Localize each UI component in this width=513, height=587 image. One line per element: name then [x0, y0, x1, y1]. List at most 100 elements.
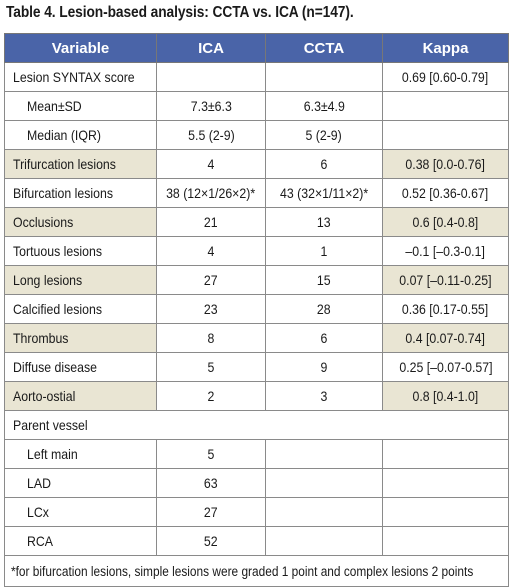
kappa-cell	[382, 468, 509, 498]
table-row: Trifurcation lesions 4 6 0.38 [0.0-0.76]	[4, 149, 509, 179]
ccta-cell	[265, 468, 383, 498]
variable-cell-text: Parent vessel	[13, 417, 88, 433]
variable-cell: Mean±SD	[4, 91, 157, 121]
ccta-cell: 1	[265, 236, 383, 266]
ica-cell: 7.3±6.3	[156, 91, 266, 121]
variable-cell-text: Median (IQR)	[27, 127, 101, 143]
kappa-cell-text: 0.4 [0.07-0.74]	[405, 330, 486, 346]
table-row: Tortuous lesions 4 1 –0.1 [–0.3-0.1]	[4, 236, 509, 266]
kappa-cell-text: 0.6 [0.4-0.8]	[412, 214, 479, 230]
variable-cell: Occlusions	[4, 207, 157, 237]
ccta-cell-text: 13	[317, 214, 331, 230]
ica-cell-text: 4	[207, 156, 215, 172]
ica-cell-text: 7.3±6.3	[190, 98, 232, 114]
table-row: RCA 52	[4, 526, 509, 556]
table-row: Left main 5	[4, 439, 509, 469]
variable-cell-text: Lesion SYNTAX score	[13, 69, 135, 85]
variable-cell: Long lesions	[4, 265, 157, 295]
ccta-cell: 3	[265, 381, 383, 411]
ccta-cell-text: 6.3±4.9	[303, 98, 345, 114]
variable-cell: Tortuous lesions	[4, 236, 157, 266]
ccta-cell-text: 6	[320, 156, 328, 172]
ica-cell-text: 27	[204, 504, 218, 520]
ccta-cell: 6	[265, 149, 383, 179]
ccta-cell-text: 28	[317, 301, 331, 317]
variable-cell: Calcified lesions	[4, 294, 157, 324]
variable-cell-text: Mean±SD	[27, 98, 82, 114]
variable-cell: Parent vessel	[4, 410, 509, 440]
table-row: Parent vessel	[4, 410, 509, 440]
ica-cell: 4	[156, 236, 266, 266]
ica-cell: 5	[156, 439, 266, 469]
variable-cell: RCA	[4, 526, 157, 556]
ica-cell-text: 5.5 (2-9)	[187, 127, 235, 143]
ica-cell: 38 (12×1/26×2)*	[156, 178, 266, 208]
ica-cell-text: 27	[204, 272, 218, 288]
kappa-cell-text: 0.8 [0.4-1.0]	[412, 388, 479, 404]
kappa-cell-text: 0.52 [0.36-0.67]	[402, 185, 489, 201]
kappa-cell-text: 0.69 [0.60-0.79]	[402, 69, 489, 85]
ica-cell	[156, 62, 266, 92]
kappa-cell	[382, 91, 509, 121]
kappa-cell-text: 0.07 [–0.11-0.25]	[399, 272, 492, 288]
kappa-cell	[382, 526, 509, 556]
ica-cell-text: 2	[207, 388, 215, 404]
ica-cell: 52	[156, 526, 266, 556]
table-row: Calcified lesions 23 28 0.36 [0.17-0.55]	[4, 294, 509, 324]
variable-cell-text: LCx	[27, 504, 49, 520]
variable-cell-text: Thrombus	[13, 330, 69, 346]
variable-cell-text: Aorto-ostial	[13, 388, 76, 404]
ica-cell: 27	[156, 265, 266, 295]
variable-cell: Left main	[4, 439, 157, 469]
ccta-cell-text: 1	[320, 243, 328, 259]
table-body: Lesion SYNTAX score 0.69 [0.60-0.79] Mean±…	[4, 62, 509, 556]
kappa-cell	[382, 439, 509, 469]
ica-cell: 27	[156, 497, 266, 527]
ica-cell-text: 4	[207, 243, 215, 259]
variable-cell-text: Long lesions	[13, 272, 83, 288]
kappa-cell: 0.69 [0.60-0.79]	[382, 62, 509, 92]
variable-cell-text: Bifurcation lesions	[13, 185, 113, 201]
ccta-cell: 6.3±4.9	[265, 91, 383, 121]
kappa-cell: 0.25 [–0.07-0.57]	[382, 352, 509, 382]
table-footnote: *for bifurcation lesions, simple lesions…	[4, 555, 509, 587]
kappa-cell: 0.52 [0.36-0.67]	[382, 178, 509, 208]
ica-cell-text: 5	[207, 359, 215, 375]
table-row: Aorto-ostial 2 3 0.8 [0.4-1.0]	[4, 381, 509, 411]
ccta-cell: 28	[265, 294, 383, 324]
ica-cell: 2	[156, 381, 266, 411]
header-ica: ICA	[156, 33, 266, 63]
ica-cell-text: 21	[204, 214, 218, 230]
table-row: Diffuse disease 5 9 0.25 [–0.07-0.57]	[4, 352, 509, 382]
ica-cell: 5	[156, 352, 266, 382]
variable-cell-text: Left main	[27, 446, 78, 462]
header-variable: Variable	[4, 33, 157, 63]
kappa-cell-text: –0.1 [–0.3-0.1]	[405, 243, 486, 259]
kappa-cell: 0.38 [0.0-0.76]	[382, 149, 509, 179]
ica-cell: 8	[156, 323, 266, 353]
variable-cell-text: LAD	[27, 475, 51, 491]
variable-cell: Trifurcation lesions	[4, 149, 157, 179]
lesion-analysis-table: Variable ICA CCTA Kappa Lesion SYNTAX sc…	[4, 33, 509, 587]
variable-cell-text: Occlusions	[13, 214, 74, 230]
table-caption: Table 4. Lesion-based analysis: CCTA vs.…	[6, 4, 354, 21]
ccta-cell: 43 (32×1/11×2)*	[265, 178, 383, 208]
variable-cell-text: RCA	[27, 533, 54, 549]
ccta-cell: 5 (2-9)	[265, 120, 383, 150]
ica-cell-text: 23	[204, 301, 218, 317]
table-row: Lesion SYNTAX score 0.69 [0.60-0.79]	[4, 62, 509, 92]
table-row: Bifurcation lesions 38 (12×1/26×2)* 43 (32…	[4, 178, 509, 208]
variable-cell: Diffuse disease	[4, 352, 157, 382]
footnote-row: *for bifurcation lesions, simple lesions…	[4, 555, 509, 587]
header-kappa: Kappa	[382, 33, 509, 63]
header-row: Variable ICA CCTA Kappa	[4, 33, 509, 63]
variable-cell: Lesion SYNTAX score	[4, 62, 157, 92]
kappa-cell	[382, 497, 509, 527]
ccta-cell	[265, 439, 383, 469]
ica-cell: 21	[156, 207, 266, 237]
ccta-cell: 13	[265, 207, 383, 237]
ccta-cell-text: 15	[317, 272, 331, 288]
ccta-cell	[265, 526, 383, 556]
ccta-cell	[265, 62, 383, 92]
